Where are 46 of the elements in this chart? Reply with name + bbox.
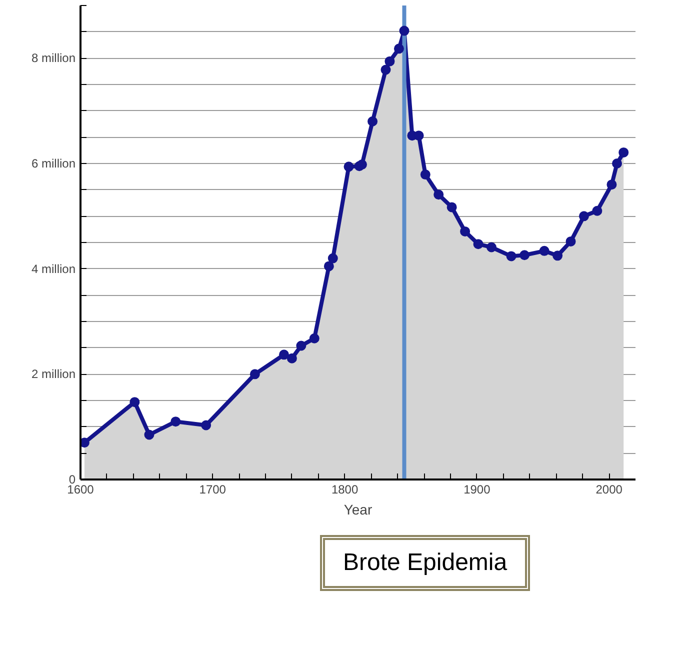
y-tick-label: 2 million [31,367,76,382]
point [566,236,576,246]
point [399,26,410,36]
point [250,369,260,380]
point [612,158,622,168]
point [324,261,334,272]
point [144,430,154,440]
point [552,250,563,261]
point [328,253,338,264]
y-tick-label: 4 million [31,262,76,276]
x-tick-label: 1900 [464,482,491,496]
text: Brote Epidemia [343,548,508,578]
point [606,180,617,190]
point [368,116,378,126]
point [384,56,395,66]
point [618,147,629,158]
point [356,160,367,170]
point [130,397,140,408]
y-tick-label: 6 million [31,156,76,170]
point [414,130,424,141]
x-tick-label: 1700 [199,482,226,496]
point [80,438,90,448]
point [309,333,320,344]
point [473,239,484,250]
x-axis-title: Year [344,502,372,518]
point [394,44,404,54]
point [434,190,444,200]
point [420,170,430,180]
point [592,206,602,216]
point [286,353,297,364]
point [170,416,181,427]
point [201,420,212,430]
x-tick-label: 2000 [596,482,623,496]
point [380,64,391,75]
point [344,162,354,172]
point [520,250,530,260]
point [506,251,516,262]
point [296,340,306,351]
x-tick-label: 1800 [331,482,358,496]
point [539,246,550,256]
point [486,242,496,252]
point [279,350,289,360]
point [578,211,589,222]
point [446,202,457,212]
y-tick-label: 8 million [31,51,76,66]
point [460,226,470,236]
